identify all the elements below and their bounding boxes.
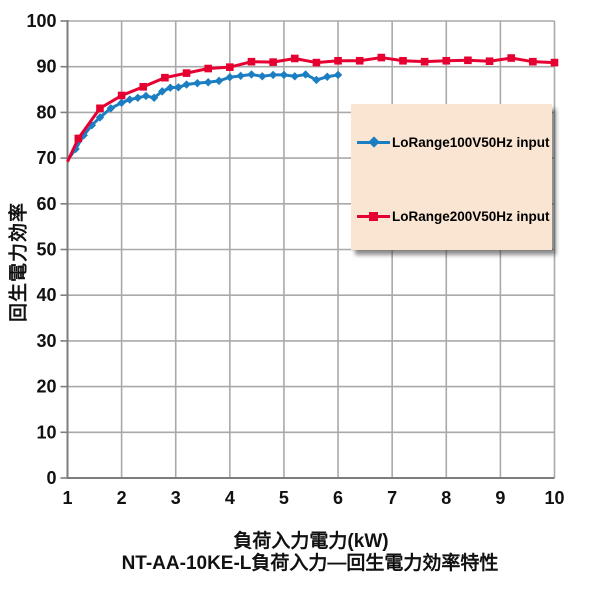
marker-100v: [236, 71, 245, 81]
legend-item-100v: LoRange100V50Hz input: [357, 133, 550, 151]
y-tick-label: 100: [26, 11, 56, 31]
x-tick-label: 10: [544, 488, 564, 508]
marker-100v: [174, 83, 183, 92]
marker-200v: [247, 57, 256, 66]
marker-100v: [290, 72, 299, 81]
marker-100v: [106, 104, 115, 113]
marker-200v: [74, 134, 83, 143]
marker-100v: [279, 70, 289, 80]
marker-100v: [247, 70, 256, 79]
chart-legend: LoRange100V50Hz input LoRange200V50Hz in…: [351, 104, 552, 250]
marker-200v: [442, 56, 451, 65]
blue-series-marker-icon: [357, 135, 390, 149]
x-tick-label: 4: [225, 488, 235, 508]
legend-item-200v: LoRange200V50Hz input: [357, 207, 550, 225]
marker-200v: [399, 56, 407, 65]
y-tick-label: 70: [36, 148, 56, 168]
y-tick-label: 40: [36, 285, 56, 305]
marker-200v: [290, 54, 299, 63]
chart-caption: NT-AA-10KE-L負荷入力―回生電力効率特性: [121, 553, 499, 574]
marker-100v: [166, 83, 175, 92]
y-tick-label: 90: [36, 57, 56, 77]
marker-200v: [204, 64, 212, 73]
marker-100v: [125, 95, 134, 104]
marker-100v: [79, 131, 88, 140]
y-tick-label: 80: [36, 102, 56, 122]
y-tick-label: 0: [46, 468, 56, 488]
marker-200v: [377, 53, 386, 62]
series-line-100v: [66, 72, 339, 162]
marker-100v: [157, 87, 167, 96]
y-tick-label: 30: [36, 331, 56, 351]
y-tick-label: 60: [36, 194, 56, 214]
x-tick-label: 2: [117, 488, 127, 508]
marker-100v: [95, 113, 105, 122]
x-tick-label: 1: [62, 488, 72, 508]
x-tick-label: 9: [495, 488, 505, 508]
marker-200v: [464, 56, 472, 65]
x-tick-label: 7: [387, 488, 397, 508]
marker-100v: [301, 70, 310, 79]
marker-200v: [485, 57, 494, 66]
marker-200v: [269, 58, 277, 66]
marker-100v: [323, 72, 332, 81]
x-tick-label: 6: [333, 488, 343, 508]
marker-100v: [141, 91, 151, 101]
x-axis-title: 負荷入力電力(kW): [233, 531, 389, 552]
marker-200v: [550, 58, 559, 67]
marker-200v: [117, 91, 126, 100]
marker-200v: [420, 57, 429, 66]
x-tick-label: 3: [171, 488, 181, 508]
marker-200v: [161, 73, 169, 82]
marker-100v: [268, 70, 278, 80]
x-tick-label: 8: [441, 488, 451, 508]
marker-100v: [203, 78, 213, 87]
marker-100v: [182, 80, 191, 89]
red-series-marker-icon: [357, 209, 390, 223]
marker-200v: [355, 56, 364, 65]
marker-200v: [139, 83, 148, 91]
marker-100v: [117, 98, 126, 108]
x-tick-label: 5: [279, 488, 289, 508]
y-tick-label: 50: [36, 240, 56, 260]
y-tick-label: 10: [36, 422, 56, 442]
marker-200v: [312, 58, 321, 67]
marker-200v: [96, 104, 104, 113]
y-axis-title: 回生電力効率: [8, 201, 30, 323]
marker-100v: [312, 75, 321, 85]
marker-100v: [149, 93, 159, 102]
marker-100v: [333, 70, 343, 80]
marker-100v: [225, 73, 235, 82]
marker-100v: [214, 76, 224, 86]
y-tick-label: 20: [36, 377, 56, 397]
marker-100v: [193, 78, 202, 88]
legend-label-200v: LoRange200V50Hz input: [392, 208, 550, 224]
marker-200v: [507, 54, 516, 62]
legend-label-100v: LoRange100V50Hz input: [392, 134, 550, 150]
marker-200v: [529, 57, 537, 66]
marker-100v: [258, 72, 267, 81]
marker-200v: [226, 63, 234, 71]
marker-200v: [334, 56, 342, 65]
marker-100v: [133, 93, 143, 102]
marker-200v: [182, 69, 191, 77]
